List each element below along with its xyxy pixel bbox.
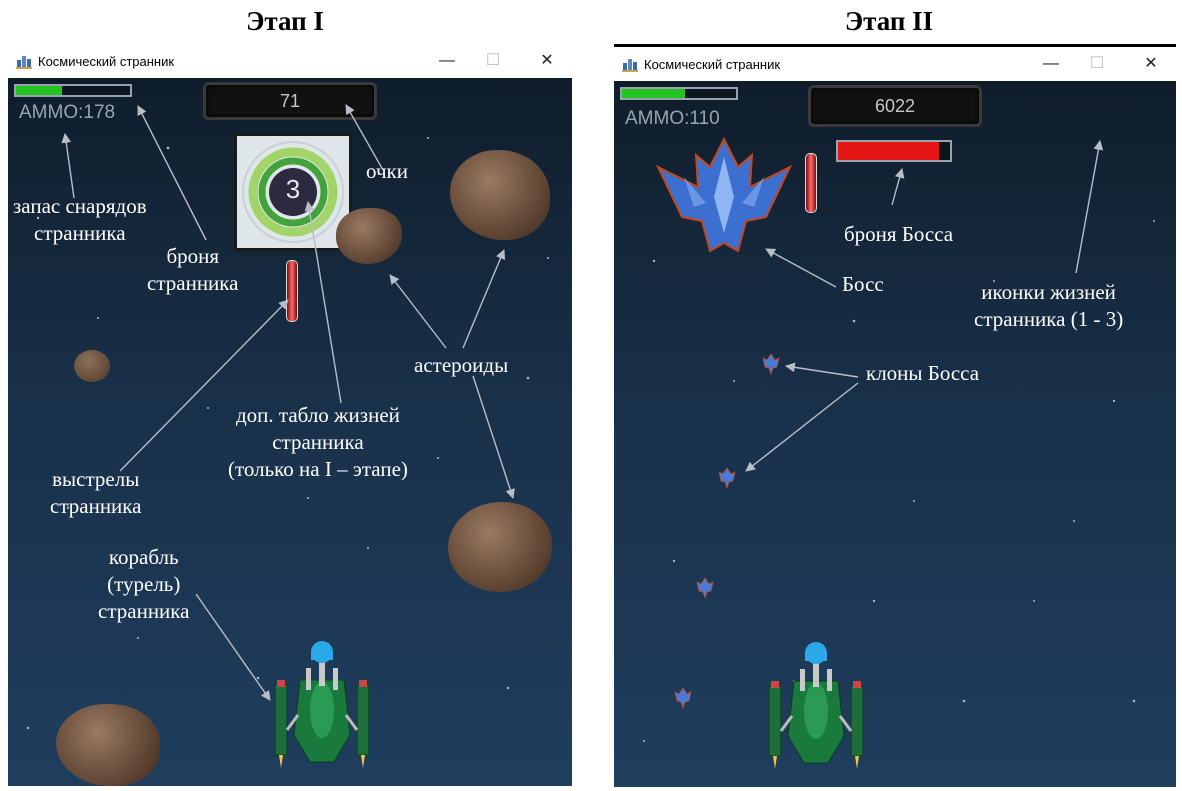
close-button[interactable]: ✕ — [1144, 55, 1158, 72]
player-ship — [768, 642, 864, 769]
player-armor-fill — [622, 89, 685, 98]
annotation-armor: броня странника — [147, 244, 239, 295]
asteroid — [56, 704, 160, 786]
game-field[interactable]: AMMO:178 71 3 — [8, 78, 572, 786]
maximize-button[interactable]: ☐ — [485, 52, 501, 69]
annotation-ship: корабль (турель) странника — [98, 545, 190, 623]
minimize-button[interactable]: — — [439, 52, 455, 69]
app-icon — [622, 59, 638, 72]
annotation-boss: Босс — [842, 272, 884, 296]
annotation-shots: выстрелы странника — [50, 467, 142, 518]
asteroid — [450, 150, 550, 240]
annotation-lives-board: доп. табло жизней странника (только на I –… — [228, 403, 408, 481]
annotation-boss-clones: клоны Босса — [866, 361, 980, 385]
boss-armor-fill — [838, 142, 939, 160]
boss-clone — [696, 577, 714, 599]
lives-board: 3 — [234, 133, 352, 251]
annotation-ammo: запас снарядов странника — [13, 194, 147, 245]
asteroid — [448, 502, 552, 592]
stage-1-heading: Этап I — [246, 6, 324, 36]
player-ship — [274, 641, 370, 768]
boss-clone — [674, 687, 692, 709]
lives-counter: 3 — [285, 174, 301, 204]
starfield — [643, 220, 1155, 742]
score-display: 71 — [203, 82, 377, 120]
asteroid — [74, 350, 110, 382]
stage-2-heading: Этап II — [844, 6, 934, 36]
boss-shot — [805, 153, 817, 213]
minimize-button[interactable]: — — [1043, 55, 1059, 72]
score-display: 6022 — [808, 85, 982, 127]
player-armor-bar — [14, 84, 132, 97]
asteroid — [336, 208, 402, 264]
annotation-boss-armor: броня Босса — [844, 222, 954, 246]
player-shot — [286, 260, 298, 322]
annotation-asteroids: астероиды — [414, 353, 509, 377]
boss-clone — [718, 467, 736, 489]
annotation-lives-icons: иконки жизней странника (1 - 3) — [974, 280, 1124, 331]
app-icon — [16, 56, 32, 69]
boss-clone — [762, 353, 780, 375]
close-button[interactable]: ✕ — [540, 52, 554, 69]
annotation-score: очки — [366, 159, 408, 183]
player-armor-bar — [620, 87, 738, 100]
game-window-stage-2: Космический странник — ☐ ✕ AMMO:110 6022 — [614, 44, 1176, 787]
boss-ship — [655, 137, 793, 253]
maximize-button[interactable]: ☐ — [1089, 55, 1105, 72]
window-title: Космический странник — [644, 57, 781, 72]
ammo-counter: AMMO:110 — [625, 108, 720, 129]
ammo-counter: AMMO:178 — [19, 102, 116, 123]
boss-armor-bar — [836, 140, 952, 162]
game-field[interactable]: AMMO:110 6022 — [614, 81, 1176, 787]
game-window-stage-1: Космический странник — ☐ ✕ AMMO:178 71 — [8, 44, 572, 786]
window-title: Космический странник — [38, 54, 175, 69]
window-titlebar[interactable]: Космический странник — ☐ ✕ — [614, 47, 1176, 81]
window-titlebar[interactable]: Космический странник — ☐ ✕ — [8, 44, 572, 78]
player-armor-fill — [16, 86, 62, 95]
